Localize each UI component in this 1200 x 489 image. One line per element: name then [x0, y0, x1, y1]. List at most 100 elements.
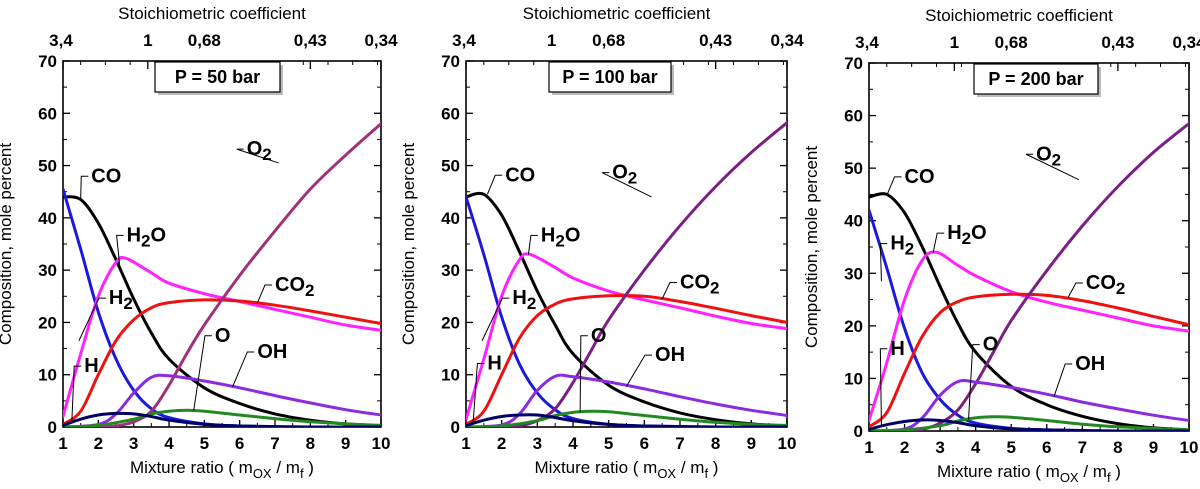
top-tick-label: 0,43 — [699, 31, 732, 50]
species-label: H — [487, 352, 501, 374]
top-tick-label: 0,43 — [1101, 33, 1134, 52]
species-label-main: H — [512, 287, 526, 309]
species-label-main: CO — [275, 274, 305, 296]
x-tick-label: 5 — [1006, 438, 1015, 457]
series-line-co2 — [63, 298, 381, 426]
y-tick-label: 60 — [38, 104, 57, 123]
x-tick-label: 5 — [604, 434, 613, 453]
series-line-o — [466, 409, 787, 427]
species-label-main: H — [890, 338, 904, 360]
y-tick-label: 0 — [854, 422, 863, 441]
x-tick-label: 1 — [461, 434, 470, 453]
species-label-tail: O — [971, 222, 987, 244]
x-axis-title-subscript: OX — [657, 466, 676, 481]
top-tick-label: 0,34 — [364, 31, 398, 50]
species-label: H2 — [512, 287, 536, 313]
x-axis-title-subscript: OX — [253, 466, 272, 481]
species-label-subscript: 2 — [527, 294, 536, 313]
x-tick-label: 1 — [864, 438, 873, 457]
x-tick-label: 10 — [778, 434, 797, 453]
series-line-oh — [869, 379, 1189, 431]
top-tick-label: 0,68 — [188, 31, 221, 50]
species-label: O — [983, 334, 999, 356]
top-axis-title: Stoichiometric coefficient — [118, 4, 306, 23]
species-label: H2O — [541, 224, 580, 250]
x-tick-label: 3 — [129, 434, 138, 453]
series-group — [63, 122, 381, 427]
label-leader-line — [71, 365, 82, 422]
x-tick-label: 8 — [306, 434, 315, 453]
species-label-subscript: 2 — [710, 278, 719, 297]
species-label-main: OH — [1075, 353, 1105, 375]
species-label-tail: O — [565, 224, 581, 246]
top-tick-label: 1 — [950, 33, 959, 52]
series-line-h — [869, 418, 1189, 431]
series-line-h — [63, 411, 381, 427]
pressure-box — [548, 61, 672, 93]
x-axis-title: Mixture ratio ( mOX / mf ) — [130, 458, 314, 481]
y-tick-label: 70 — [38, 52, 57, 71]
x-tick-label: 7 — [675, 434, 684, 453]
x-tick-label: 5 — [200, 434, 209, 453]
x-tick-label: 3 — [533, 434, 542, 453]
species-label-main: H — [541, 224, 555, 246]
species-label-main: O — [612, 162, 628, 184]
y-tick-label: 40 — [441, 209, 460, 228]
species-label-main: O — [1036, 143, 1052, 165]
species-label-subscript: 2 — [962, 229, 971, 248]
species-label: CO2 — [275, 274, 314, 300]
species-label-main: OH — [257, 341, 287, 363]
species-label: H2O — [947, 222, 986, 248]
species-label: H2 — [109, 287, 133, 313]
y-tick-label: 60 — [844, 107, 863, 126]
x-tick-label: 6 — [1042, 438, 1051, 457]
x-axis-title-subscript: OX — [1060, 470, 1079, 485]
species-label: O2 — [247, 138, 272, 164]
species-label: O — [591, 325, 607, 347]
y-tick-label: 30 — [844, 264, 863, 283]
label-leader-line — [236, 148, 279, 164]
species-label: CO — [505, 164, 535, 186]
species-label-subscript: 2 — [1116, 279, 1125, 298]
x-tick-label: 10 — [372, 434, 391, 453]
y-tick-label: 70 — [441, 52, 460, 71]
species-label-main: CO — [680, 271, 710, 293]
species-label-tail: O — [151, 224, 167, 246]
species-label-subscript: 2 — [262, 145, 271, 164]
top-tick-label: 0,68 — [995, 33, 1028, 52]
top-tick-label: 0,34 — [770, 31, 804, 50]
top-tick-label: 3,4 — [855, 33, 879, 52]
species-label: H — [890, 338, 904, 360]
label-leader-line — [879, 243, 888, 282]
x-axis-title-part: / m — [1079, 462, 1107, 481]
label-leader-line — [80, 175, 89, 200]
x-axis-title-subscript: f — [1107, 470, 1111, 485]
y-tick-label: 70 — [844, 54, 863, 73]
species-label: CO2 — [680, 271, 719, 297]
species-label: H2 — [890, 233, 914, 259]
y-tick-label: 40 — [844, 212, 863, 231]
species-label-subscript: 2 — [555, 231, 564, 250]
top-tick-label: 3,4 — [49, 31, 73, 50]
y-tick-label: 60 — [441, 104, 460, 123]
species-label-main: H — [127, 224, 141, 246]
y-axis-title: Composition, mole percent — [0, 143, 15, 345]
pressure-label: P = 50 bar — [175, 67, 260, 87]
species-label: H2O — [127, 224, 166, 250]
y-tick-label: 10 — [38, 366, 57, 385]
series-line-oh — [63, 373, 381, 427]
species-label-main: H — [84, 355, 98, 377]
x-tick-label: 6 — [640, 434, 649, 453]
top-tick-label: 0,34 — [1172, 33, 1200, 52]
pressure-label: P = 100 bar — [562, 67, 657, 87]
x-tick-label: 4 — [568, 434, 578, 453]
series-line-h — [466, 413, 787, 427]
label-leader-line — [481, 297, 510, 341]
label-leader-line — [256, 284, 272, 304]
chart-panel-3: 0 10 20 30 40 50 60 70 1 2 3 4 5 6 7 8 9 10 3,4 1 0,68 0,43 0,… — [802, 6, 1200, 485]
species-label-main: O — [983, 334, 999, 356]
y-tick-label: 20 — [844, 317, 863, 336]
series-group — [869, 122, 1189, 431]
y-tick-label: 30 — [38, 261, 57, 280]
y-tick-label: 0 — [48, 418, 57, 437]
